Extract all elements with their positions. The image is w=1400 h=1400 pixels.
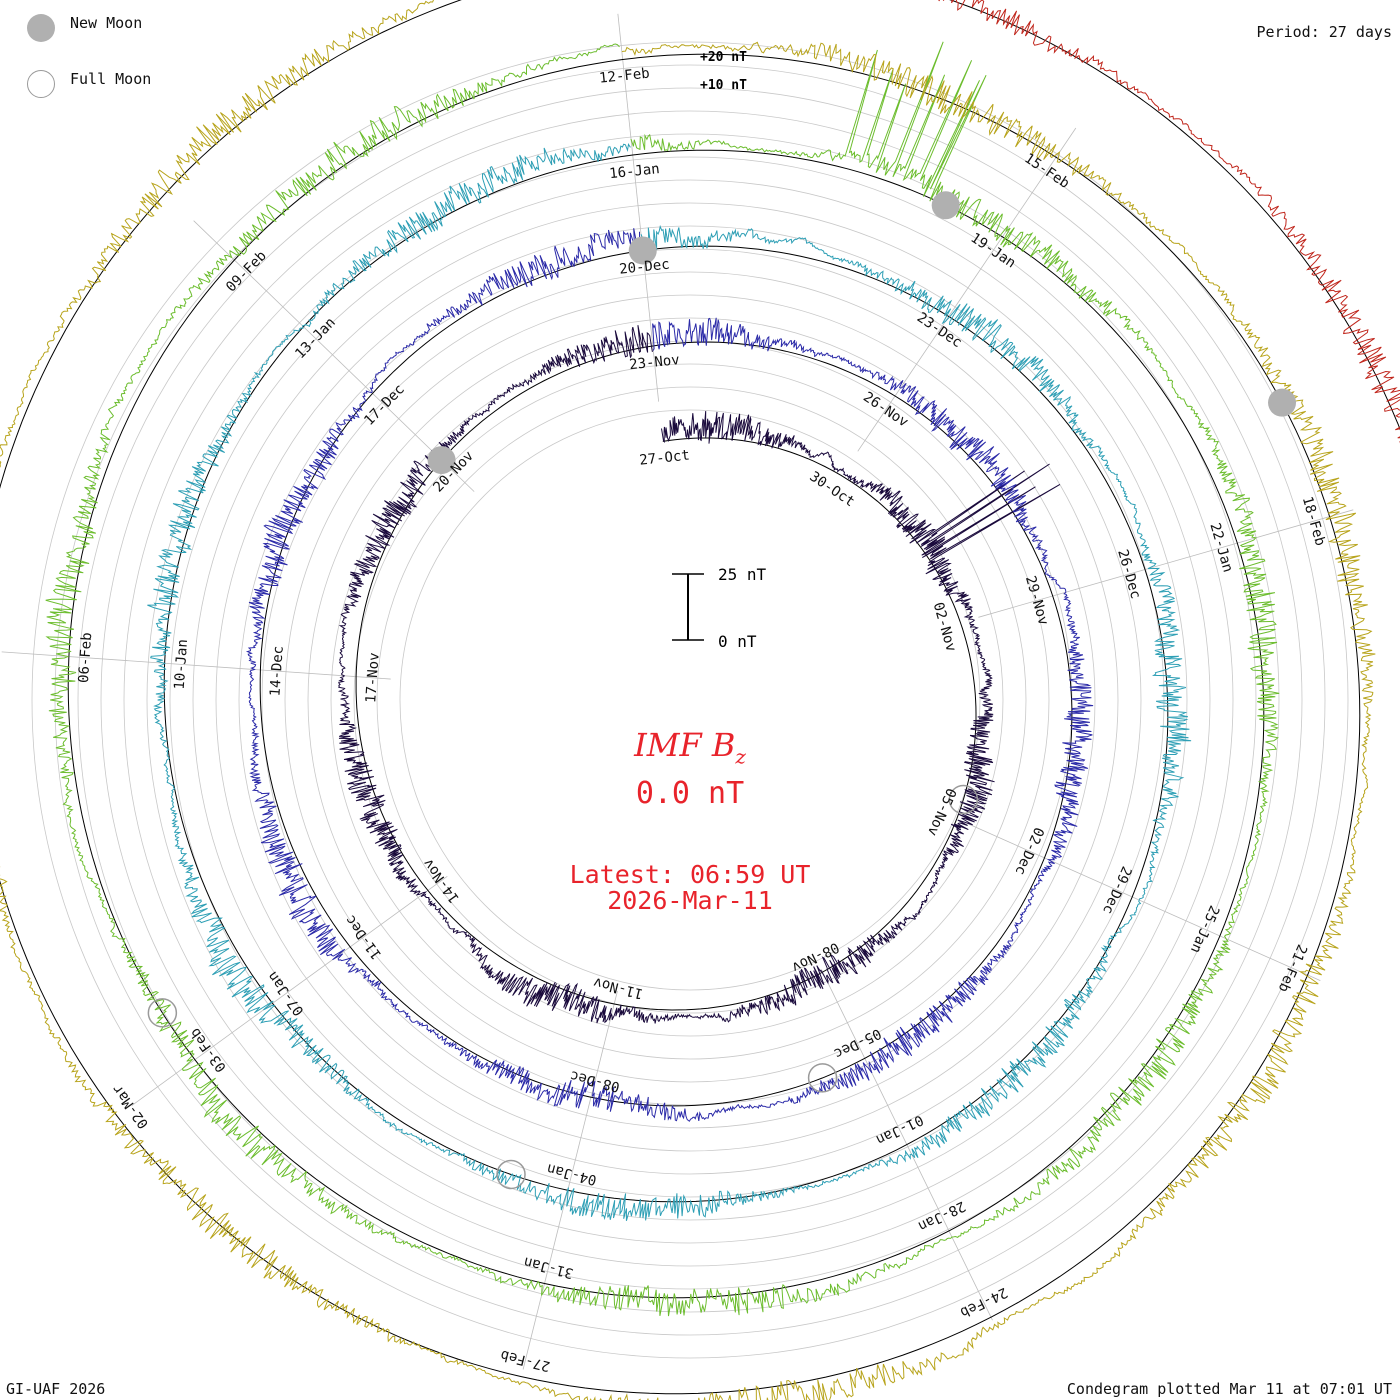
series-line-6 [938, 0, 1400, 444]
date-label-31-jan: 31-Jan [522, 1253, 575, 1281]
date-label-26-nov: 26-Nov [860, 389, 911, 431]
series-line-3 [147, 143, 1192, 1221]
new-moon-legend-label: New Moon [70, 14, 143, 32]
ring-scale-outer-label: +20 nT [700, 50, 747, 65]
latest-date: 2026-Mar-11 [607, 886, 773, 915]
date-label-24-feb: 24-Feb [957, 1284, 1009, 1321]
date-label-16-jan: 16-Jan [609, 161, 661, 182]
latest-time: Latest: 06:59 UT [569, 860, 811, 889]
date-label-02-nov: 02-Nov [930, 601, 959, 654]
current-value: 0.0 nT [635, 776, 745, 811]
new-moon-marker-4 [1268, 388, 1297, 417]
date-label-30-oct: 30-Oct [807, 469, 858, 511]
period-label: Period: 27 days [1256, 23, 1392, 41]
date-label-29-dec: 29-Dec [1099, 864, 1134, 917]
date-label-27-feb: 27-Feb [499, 1346, 552, 1374]
series-line-2 [245, 228, 1094, 1122]
date-label-04-jan: 04-Jan [545, 1160, 598, 1188]
date-label-14-dec: 14-Dec [267, 645, 286, 697]
date-label-14-nov: 14-Nov [420, 855, 463, 905]
date-label-18-feb: 18-Feb [1299, 495, 1328, 548]
footer-credit: GI-UAF 2026 [6, 1380, 106, 1398]
date-label-12-feb: 12-Feb [598, 66, 650, 87]
ring-scale-inner-label: +10 nT [700, 78, 747, 93]
date-label-11-dec: 11-Dec [342, 912, 385, 962]
scale-bar: 25 nT 0 nT [672, 565, 767, 651]
new-moon-legend-icon [27, 14, 55, 42]
full-moon-marker-1 [807, 1063, 838, 1093]
ring-scale: +20 nT +10 nT [700, 50, 747, 93]
date-label-27-oct: 27-Oct [639, 448, 691, 469]
date-label-21-feb: 21-Feb [1275, 942, 1310, 995]
date-label-03-feb: 03-Feb [187, 1025, 230, 1075]
full-moon-legend-label: Full Moon [70, 70, 152, 88]
series-line-1 [337, 325, 1061, 1024]
date-label-01-jan: 01-Jan [873, 1111, 925, 1148]
grid-rings [31, 41, 1349, 1359]
full-moon-legend-icon [27, 70, 55, 98]
chart-title-subscript: z [735, 744, 746, 769]
date-label-23-nov: 23-Nov [629, 352, 681, 373]
chart-title: IMF Bz [490, 726, 890, 768]
moon-markers [147, 191, 1297, 1190]
date-label-20-dec: 20-Dec [619, 257, 671, 278]
full-moon-marker-3 [147, 998, 178, 1028]
date-label-17-dec: 17-Dec [361, 381, 408, 428]
full-moon-marker-2 [496, 1159, 526, 1190]
date-label-25-jan: 25-Jan [1187, 903, 1222, 956]
date-label-05-dec: 05-Dec [831, 1025, 883, 1062]
footer-timestamp: Condegram plotted Mar 11 at 07:01 UT [1066, 1380, 1392, 1398]
date-label-11-nov: 11-Nov [592, 974, 645, 1002]
grid-spokes [1, 13, 1354, 1370]
chart-title-main: IMF B [634, 726, 736, 764]
date-label-06-feb: 06-Feb [76, 632, 95, 684]
series-line-4 [45, 41, 1280, 1317]
date-label-17-nov: 17-Nov [363, 652, 382, 704]
date-label-10-jan: 10-Jan [172, 639, 191, 691]
full-moon-marker-4 [948, 784, 979, 815]
date-label-15-feb: 15-Feb [1021, 150, 1072, 192]
date-label-08-dec: 08-Dec [569, 1067, 622, 1095]
date-label-29-nov: 29-Nov [1022, 574, 1051, 627]
scale-bar-bottom-label: 0 nT [718, 632, 757, 651]
new-moon-marker-1 [427, 446, 456, 475]
new-moon-marker-2 [628, 236, 657, 265]
date-label-05-nov: 05-Nov [924, 786, 959, 839]
date-label-26-dec: 26-Dec [1114, 548, 1143, 601]
new-moon-marker-3 [931, 191, 960, 220]
scale-bar-top-label: 25 nT [718, 565, 767, 584]
date-label-02-dec: 02-Dec [1012, 825, 1047, 878]
